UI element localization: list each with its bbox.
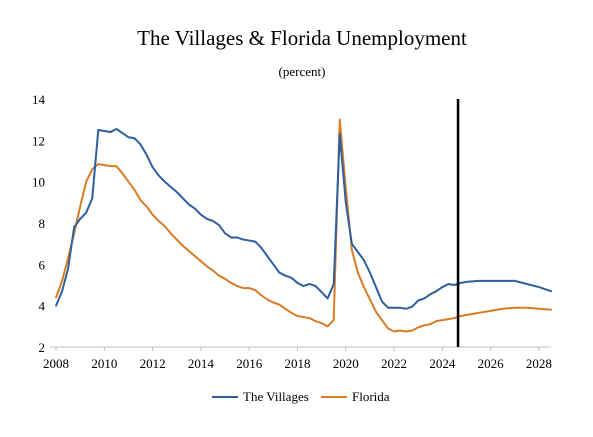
- x-tick-label: 2022: [381, 356, 407, 371]
- chart-subtitle: (percent): [279, 64, 326, 79]
- series-line-florida: [55, 118, 552, 333]
- x-tick-label: 2024: [429, 356, 456, 371]
- legend: The Villages Florida: [212, 389, 390, 404]
- series-line-the-villages: [55, 127, 552, 310]
- x-tick-label: 2008: [43, 356, 69, 371]
- y-tick-label: 8: [39, 216, 46, 231]
- legend-label: Florida: [352, 389, 390, 404]
- y-tick-label: 6: [39, 257, 46, 272]
- y-tick-label: 14: [32, 92, 46, 107]
- chart-title: The Villages & Florida Unemployment: [137, 26, 467, 50]
- series-layer: [55, 118, 552, 333]
- x-tick-label: 2020: [333, 356, 359, 371]
- y-tick-label: 4: [39, 299, 46, 314]
- x-tick-label: 2016: [236, 356, 263, 371]
- y-axis-ticks: 2 4 6 8 10 12 14: [32, 92, 46, 355]
- x-axis-ticks: 2008 2010 2012 2014 2016 2018 2020 2022 2024 2026…: [43, 347, 552, 371]
- x-tick-label: 2026: [478, 356, 505, 371]
- y-tick-label: 2: [39, 340, 46, 355]
- x-tick-label: 2014: [188, 356, 215, 371]
- x-tick-label: 2012: [140, 356, 166, 371]
- legend-label: The Villages: [243, 389, 309, 404]
- x-tick-label: 2018: [284, 356, 310, 371]
- x-tick-label: 2028: [526, 356, 552, 371]
- x-tick-label: 2010: [91, 356, 117, 371]
- y-tick-label: 10: [32, 175, 45, 190]
- y-tick-label: 12: [32, 133, 45, 148]
